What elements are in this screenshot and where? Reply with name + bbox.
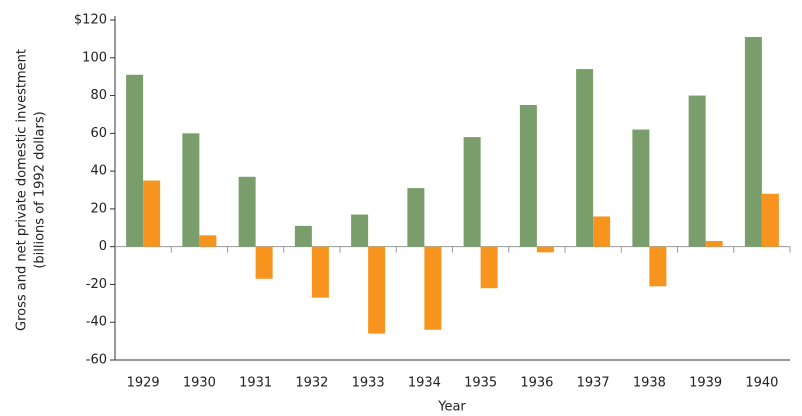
bar xyxy=(536,246,554,253)
bar xyxy=(199,235,217,247)
bar xyxy=(480,246,498,289)
y-tick-label: -40 xyxy=(86,315,107,330)
x-tick-label: 1931 xyxy=(239,376,272,391)
y-axis-label: Gross and net private domestic investmen… xyxy=(15,49,30,331)
x-tick-label: 1930 xyxy=(183,376,216,391)
x-tick-label: 1936 xyxy=(520,376,553,391)
x-axis-label: Year xyxy=(437,400,466,415)
bar xyxy=(407,188,425,247)
x-tick-label: 1940 xyxy=(745,376,778,391)
x-tick-label: 1938 xyxy=(633,376,666,391)
y-tick-label: 40 xyxy=(90,164,107,179)
bar xyxy=(424,246,442,330)
bar xyxy=(705,241,723,247)
bar xyxy=(761,193,779,247)
x-tick-label: 1935 xyxy=(464,376,497,391)
y-tick-label: 60 xyxy=(90,126,107,141)
x-tick-label: 1933 xyxy=(352,376,385,391)
bar xyxy=(368,246,386,334)
bar xyxy=(519,105,537,247)
x-tick-label: 1939 xyxy=(689,376,722,391)
y-tick-label: 100 xyxy=(82,50,107,65)
y-tick-label: 80 xyxy=(90,88,107,103)
bar xyxy=(632,129,650,247)
bar xyxy=(576,69,594,247)
bar xyxy=(126,74,144,247)
bar xyxy=(182,133,200,247)
x-tick-label: 1937 xyxy=(577,376,610,391)
bar xyxy=(351,214,369,247)
bar xyxy=(143,180,161,247)
x-tick-label: 1934 xyxy=(408,376,441,391)
bar xyxy=(238,176,256,247)
y-tick-label: -20 xyxy=(86,277,107,292)
x-tick-label: 1929 xyxy=(127,376,160,391)
bar xyxy=(294,225,312,247)
bar xyxy=(255,246,273,279)
y-tick-label: $120 xyxy=(74,13,107,28)
x-tick-label: 1932 xyxy=(295,376,328,391)
bar xyxy=(593,216,611,247)
y-tick-label: -60 xyxy=(86,353,107,368)
bar xyxy=(311,246,329,298)
bar xyxy=(744,37,762,247)
y-tick-label: 0 xyxy=(99,239,107,254)
bar xyxy=(463,137,481,247)
y-tick-label: 20 xyxy=(90,201,107,216)
y-axis-label: (billions of 1992 dollars) xyxy=(33,111,48,268)
bar xyxy=(688,95,706,247)
bar xyxy=(649,246,667,287)
